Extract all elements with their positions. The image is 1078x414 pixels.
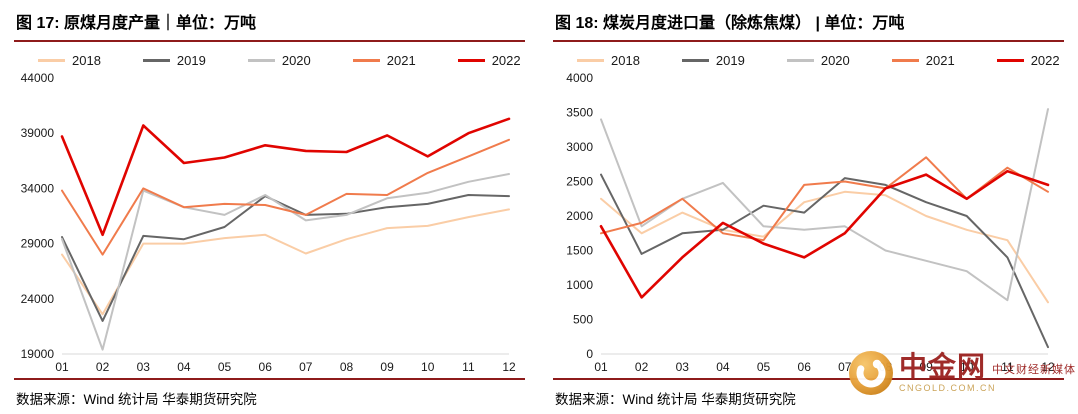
chart-panel-figure-17: 图 17: 原煤月度产量｜单位：万吨 2018 2019 2020 2021 2022 … [14,15,525,407]
legend-item-2020: 2020 [247,53,311,68]
legend-swatch [247,59,275,62]
svg-text:3500: 3500 [566,106,593,120]
title-divider [553,40,1064,42]
legend-label: 2022 [1030,53,1060,68]
svg-text:4000: 4000 [566,71,593,85]
legend-swatch [891,59,919,62]
legend-label: 2018 [72,53,101,68]
legend-label: 2019 [715,53,745,68]
svg-text:1000: 1000 [566,278,593,292]
svg-text:01: 01 [55,360,69,374]
legend-label: 2020 [820,53,850,68]
legend-swatch [577,59,604,62]
legend-item-2021: 2021 [352,53,416,68]
figure-18-legend: 2018 2019 2020 2021 2022 [553,42,1064,70]
figure-17-line-chart: 19000 24000 29000 34000 39000 44000 01 02 03 04 05… [21,71,516,374]
watermark-domain: CNGOLD.COM.CN [898,383,996,393]
legend-swatch [142,59,170,62]
footer-divider [553,378,1064,380]
svg-text:09: 09 [919,360,933,374]
svg-text:0: 0 [586,347,593,361]
legend-swatch [38,59,65,62]
figure-17-chart-area: 19000 24000 29000 34000 39000 44000 01 02 03 04 05… [14,70,525,378]
svg-text:10: 10 [421,360,435,374]
svg-text:12: 12 [502,360,516,374]
svg-text:44000: 44000 [21,71,55,85]
svg-text:04: 04 [177,360,191,374]
svg-text:03: 03 [137,360,151,374]
svg-text:07: 07 [838,360,852,374]
svg-text:29000: 29000 [21,237,55,251]
figure-18-line-chart: 0 500 1000 1500 2000 2500 3000 3500 4000 01 02 03 04… [566,71,1055,374]
figure-18-source: 数据来源：Wind 统计局 华泰期货研究院 [555,392,796,407]
legend-swatch [457,59,485,62]
legend-swatch [996,59,1024,62]
figure-17-source: 数据来源：Wind 统计局 华泰期货研究院 [16,392,257,407]
svg-text:01: 01 [594,360,608,374]
svg-text:06: 06 [798,360,812,374]
svg-text:24000: 24000 [21,292,55,306]
gold-coin-swirl-icon [848,351,893,395]
svg-text:07: 07 [299,360,313,374]
figure-18-chart-area: 0 500 1000 1500 2000 2500 3000 3500 4000 01 02 03 04… [553,70,1064,378]
legend-label: 2021 [386,53,416,68]
svg-text:04: 04 [716,360,730,374]
legend-label: 2022 [491,53,521,68]
svg-text:10: 10 [960,360,974,374]
legend-item-2019: 2019 [142,53,206,68]
svg-text:3000: 3000 [566,140,593,154]
footer-divider [14,378,525,380]
figure-17-title: 图 17: 原煤月度产量｜单位：万吨 [16,15,257,32]
watermark-tagline: 中文财经新媒体 [992,363,1076,376]
legend-label: 2020 [281,53,311,68]
svg-text:09: 09 [380,360,394,374]
legend-swatch [681,59,709,62]
svg-text:06: 06 [259,360,273,374]
svg-text:2000: 2000 [566,209,593,223]
chart-panel-figure-18: 图 18: 煤炭月度进口量（除炼焦煤） | 单位：万吨 2018 2019 2020… [539,0,1078,414]
watermark-brand: 中金网 [898,351,986,382]
svg-text:05: 05 [757,360,771,374]
legend-swatch [352,59,380,62]
svg-text:39000: 39000 [21,126,55,140]
svg-text:12: 12 [1041,360,1055,374]
cngold-watermark: 中金网 中文财经新媒体 CNGOLD.COM.CN [848,350,1076,396]
svg-text:08: 08 [340,360,354,374]
svg-text:500: 500 [573,313,593,327]
svg-text:05: 05 [218,360,232,374]
figure-18-title: 图 18: 煤炭月度进口量（除炼焦煤） | 单位：万吨 [555,15,905,32]
svg-text:1500: 1500 [566,244,593,258]
legend-item-2022: 2022 [996,53,1060,68]
legend-item-2022: 2022 [457,53,521,68]
legend-item-2018: 2018 [38,53,101,68]
svg-text:03: 03 [676,360,690,374]
legend-label: 2018 [611,53,640,68]
legend-label: 2021 [925,53,955,68]
title-divider [14,40,525,42]
figure-17-legend: 2018 2019 2020 2021 2022 [14,42,525,70]
svg-text:19000: 19000 [21,347,55,361]
svg-text:02: 02 [96,360,110,374]
svg-text:02: 02 [635,360,649,374]
legend-item-2020: 2020 [786,53,850,68]
svg-text:11: 11 [1001,360,1014,374]
svg-text:11: 11 [462,360,475,374]
svg-text:34000: 34000 [21,181,55,195]
legend-label: 2019 [176,53,206,68]
legend-swatch [786,59,814,62]
legend-item-2019: 2019 [681,53,745,68]
svg-text:2500: 2500 [566,175,593,189]
legend-item-2021: 2021 [891,53,955,68]
watermark-text: 中金网 中文财经新媒体 CNGOLD.COM.CN [899,353,1076,393]
legend-item-2018: 2018 [577,53,640,68]
